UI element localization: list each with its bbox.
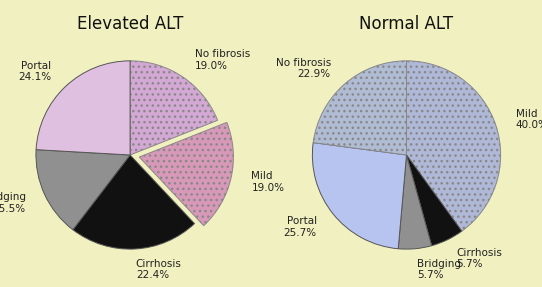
Wedge shape (406, 61, 501, 231)
Wedge shape (313, 61, 406, 155)
Title: Elevated ALT: Elevated ALT (77, 15, 183, 33)
Title: Normal ALT: Normal ALT (359, 15, 454, 33)
Text: Portal
25.7%: Portal 25.7% (284, 216, 317, 238)
Text: No fibrosis
22.9%: No fibrosis 22.9% (275, 58, 331, 79)
Wedge shape (139, 122, 234, 226)
Text: Cirrhosis
5.7%: Cirrhosis 5.7% (456, 248, 502, 269)
Text: Bridging
15.5%: Bridging 15.5% (0, 192, 25, 214)
Wedge shape (406, 155, 462, 246)
Wedge shape (312, 143, 406, 249)
Text: No fibrosis
19.0%: No fibrosis 19.0% (195, 49, 250, 71)
Wedge shape (36, 61, 130, 155)
Wedge shape (398, 155, 431, 249)
Text: Cirrhosis
22.4%: Cirrhosis 22.4% (136, 259, 182, 280)
Wedge shape (73, 155, 195, 249)
Text: Mild
40.0%: Mild 40.0% (516, 109, 542, 130)
Text: Mild
19.0%: Mild 19.0% (251, 171, 285, 193)
Text: Bridging
5.7%: Bridging 5.7% (417, 259, 461, 280)
Wedge shape (130, 61, 217, 155)
Wedge shape (36, 150, 130, 230)
Text: Portal
24.1%: Portal 24.1% (18, 61, 51, 82)
